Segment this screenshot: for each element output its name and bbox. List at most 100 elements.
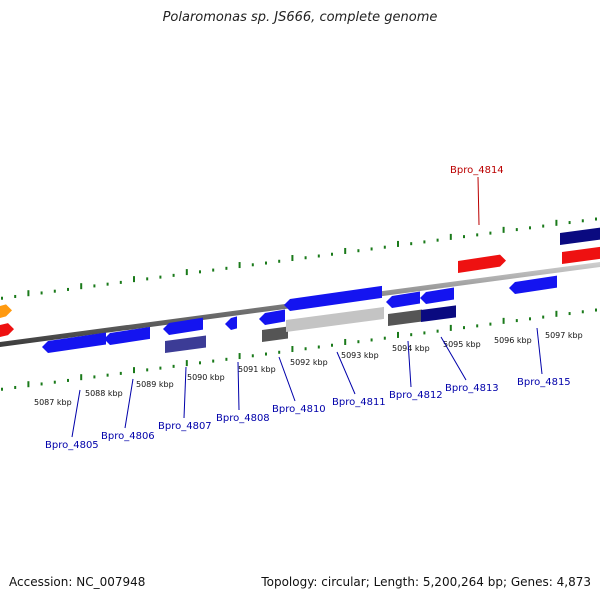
- scale-tick: [449, 324, 452, 331]
- outer-tick: [542, 224, 545, 228]
- outer-tick: [383, 245, 386, 249]
- scale-tick: [278, 350, 281, 354]
- gene-arrow[interactable]: [284, 285, 382, 311]
- scale-tick: [410, 333, 413, 337]
- kbp-tick-label: 5087 kbp: [34, 398, 72, 407]
- outer-tick: [515, 228, 518, 232]
- kbp-tick-label: 5090 kbp: [187, 373, 225, 382]
- kbp-tick-label: 5092 kbp: [290, 358, 328, 367]
- scale-tick: [489, 322, 492, 326]
- gene-label[interactable]: Bpro_4812: [389, 390, 443, 401]
- gene-arrow[interactable]: [386, 291, 420, 308]
- map-title: Polaromonas sp. JS666, complete genome: [162, 10, 438, 25]
- gene-arrow[interactable]: [509, 275, 557, 294]
- gene-arrow[interactable]: [420, 287, 454, 304]
- gene-arrow[interactable]: [562, 246, 600, 264]
- callout-line: [183, 366, 187, 419]
- gene-arrow[interactable]: [42, 332, 106, 353]
- accession-value: NC_007948: [76, 575, 146, 589]
- scale-tick: [106, 373, 109, 377]
- gene-label[interactable]: Bpro_4805: [45, 440, 99, 451]
- gene-arrow[interactable]: [560, 227, 600, 245]
- gene-label[interactable]: Bpro_4810: [272, 404, 326, 415]
- scale-tick: [502, 317, 505, 324]
- gene-label[interactable]: Bpro_4807: [158, 421, 212, 432]
- scale-tick: [595, 308, 597, 312]
- outer-tick: [476, 233, 479, 237]
- outer-tick: [423, 240, 426, 244]
- gene-arrow[interactable]: [225, 316, 237, 330]
- outer-tick: [225, 266, 228, 270]
- outer-tick: [463, 235, 465, 239]
- scale-tick: [581, 310, 584, 314]
- outer-tick: [238, 262, 241, 269]
- scale-tick: [331, 343, 333, 347]
- kbp-tick-label: 5097 kbp: [545, 331, 583, 340]
- gene-label[interactable]: Bpro_4814: [450, 165, 504, 176]
- gene-arrow[interactable]: [421, 305, 456, 322]
- outer-tick: [449, 233, 452, 240]
- gene-arrow[interactable]: [259, 309, 285, 325]
- scale-tick: [304, 347, 307, 351]
- outer-tick: [397, 240, 399, 247]
- gene-arrow[interactable]: [262, 326, 288, 342]
- gene-label[interactable]: Bpro_4806: [101, 431, 155, 442]
- gene-arrow[interactable]: [286, 306, 384, 332]
- gene-arrow[interactable]: [163, 317, 203, 335]
- outer-tick: [291, 255, 294, 262]
- scale-tick: [146, 368, 149, 372]
- outer-tick: [67, 287, 69, 291]
- gene-arrow[interactable]: [458, 254, 506, 273]
- scale-tick: [436, 329, 439, 333]
- scale-tick: [317, 345, 320, 349]
- outer-tick: [185, 269, 188, 276]
- gene-arrow[interactable]: [165, 335, 206, 353]
- scale-tick: [370, 338, 373, 342]
- outer-tick: [133, 276, 135, 283]
- genes-label: Genes:: [510, 575, 553, 589]
- scale-tick: [133, 367, 135, 374]
- scale-tick: [172, 364, 175, 368]
- topology-value: circular: [321, 575, 366, 589]
- gene-arrow[interactable]: [388, 309, 422, 326]
- scale-tick: [476, 324, 479, 328]
- outer-tick: [14, 294, 17, 298]
- outer-tick: [357, 249, 360, 253]
- outer-tick: [119, 280, 122, 284]
- gene-arrow[interactable]: [104, 326, 150, 345]
- scale-tick: [185, 360, 188, 367]
- outer-tick: [27, 290, 30, 297]
- outer-tick: [489, 231, 492, 235]
- callout-line: [237, 361, 240, 411]
- gene-label[interactable]: Bpro_4815: [517, 377, 571, 388]
- kbp-tick-label: 5089 kbp: [136, 380, 174, 389]
- gene-arrow[interactable]: [0, 304, 12, 318]
- scale-tick-track: [1, 308, 597, 391]
- scale-tick: [14, 385, 17, 389]
- callout-line: [440, 336, 467, 381]
- outer-tick: [172, 273, 175, 277]
- gene-features[interactable]: [0, 227, 600, 353]
- kbp-tick-label: 5094 kbp: [392, 344, 430, 353]
- scale-tick: [27, 381, 30, 388]
- gene-label[interactable]: Bpro_4811: [332, 397, 386, 408]
- scale-tick: [555, 310, 558, 317]
- gene-label[interactable]: Bpro_4808: [216, 413, 270, 424]
- outer-tick: [212, 268, 215, 272]
- callout-line: [278, 356, 296, 402]
- scale-tick: [67, 378, 69, 382]
- scale-tick: [357, 340, 360, 344]
- gene-arrow[interactable]: [0, 323, 14, 337]
- outer-tick: [251, 263, 254, 267]
- outer-tick: [581, 219, 584, 223]
- outer-tick: [568, 221, 571, 225]
- scale-tick: [542, 315, 545, 319]
- kbp-tick-label: 5093 kbp: [341, 351, 379, 360]
- gene-label[interactable]: Bpro_4813: [445, 383, 499, 394]
- scale-tick: [423, 331, 426, 335]
- accession-label: Accession:: [9, 575, 73, 589]
- outer-tick: [436, 238, 439, 242]
- outer-tick: [317, 254, 320, 258]
- kbp-tick-label: 5095 kbp: [443, 340, 481, 349]
